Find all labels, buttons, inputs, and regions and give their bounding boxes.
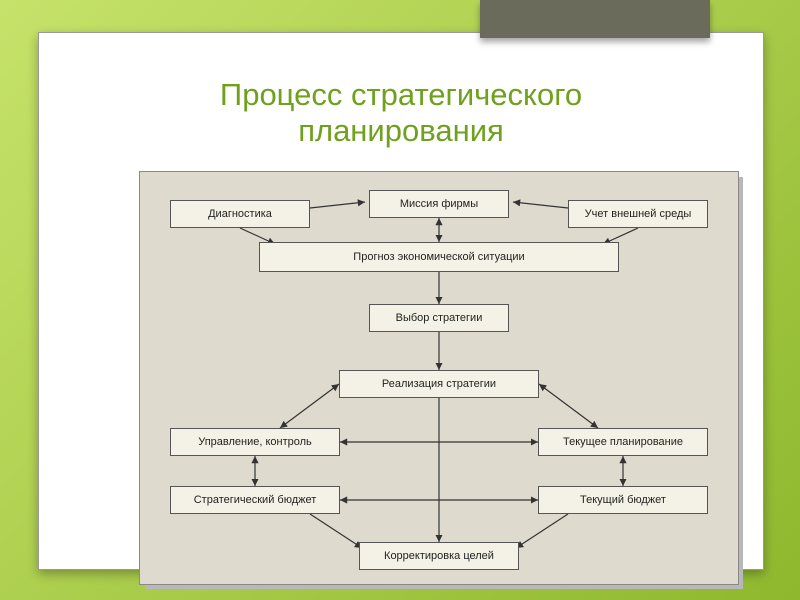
decorative-tab bbox=[480, 0, 710, 38]
slide-outer: Процесс стратегического планирования Мис… bbox=[0, 0, 800, 600]
slide-title: Процесс стратегического планирования bbox=[39, 77, 763, 148]
title-line-2: планирования bbox=[298, 113, 504, 148]
diagram-container: Миссия фирмы Диагностика Учет внешней сред… bbox=[139, 171, 737, 583]
node-plan: Текущее планирование bbox=[538, 428, 708, 456]
node-choice: Выбор стратегии bbox=[369, 304, 509, 332]
node-realize: Реализация стратегии bbox=[339, 370, 539, 398]
flowchart-diagram: Миссия фирмы Диагностика Учет внешней сред… bbox=[139, 171, 739, 585]
node-mission: Миссия фирмы bbox=[369, 190, 509, 218]
node-external: Учет внешней среды bbox=[568, 200, 708, 228]
edge-realize-plan bbox=[539, 384, 598, 428]
title-line-1: Процесс стратегического bbox=[220, 77, 582, 112]
node-curr_budget: Текущий бюджет bbox=[538, 486, 708, 514]
node-forecast: Прогноз экономической ситуации bbox=[259, 242, 619, 272]
node-strat_budget: Стратегический бюджет bbox=[170, 486, 340, 514]
content-card: Процесс стратегического планирования Мис… bbox=[38, 32, 764, 570]
edge-external-mission bbox=[513, 202, 568, 208]
node-correct: Корректировка целей bbox=[359, 542, 519, 570]
edge-strat_budget-correct bbox=[310, 514, 362, 548]
edge-diagnostics-mission bbox=[310, 202, 365, 208]
node-manage: Управление, контроль bbox=[170, 428, 340, 456]
edge-curr_budget-correct bbox=[516, 514, 568, 548]
node-diagnostics: Диагностика bbox=[170, 200, 310, 228]
edge-realize-manage bbox=[280, 384, 339, 428]
